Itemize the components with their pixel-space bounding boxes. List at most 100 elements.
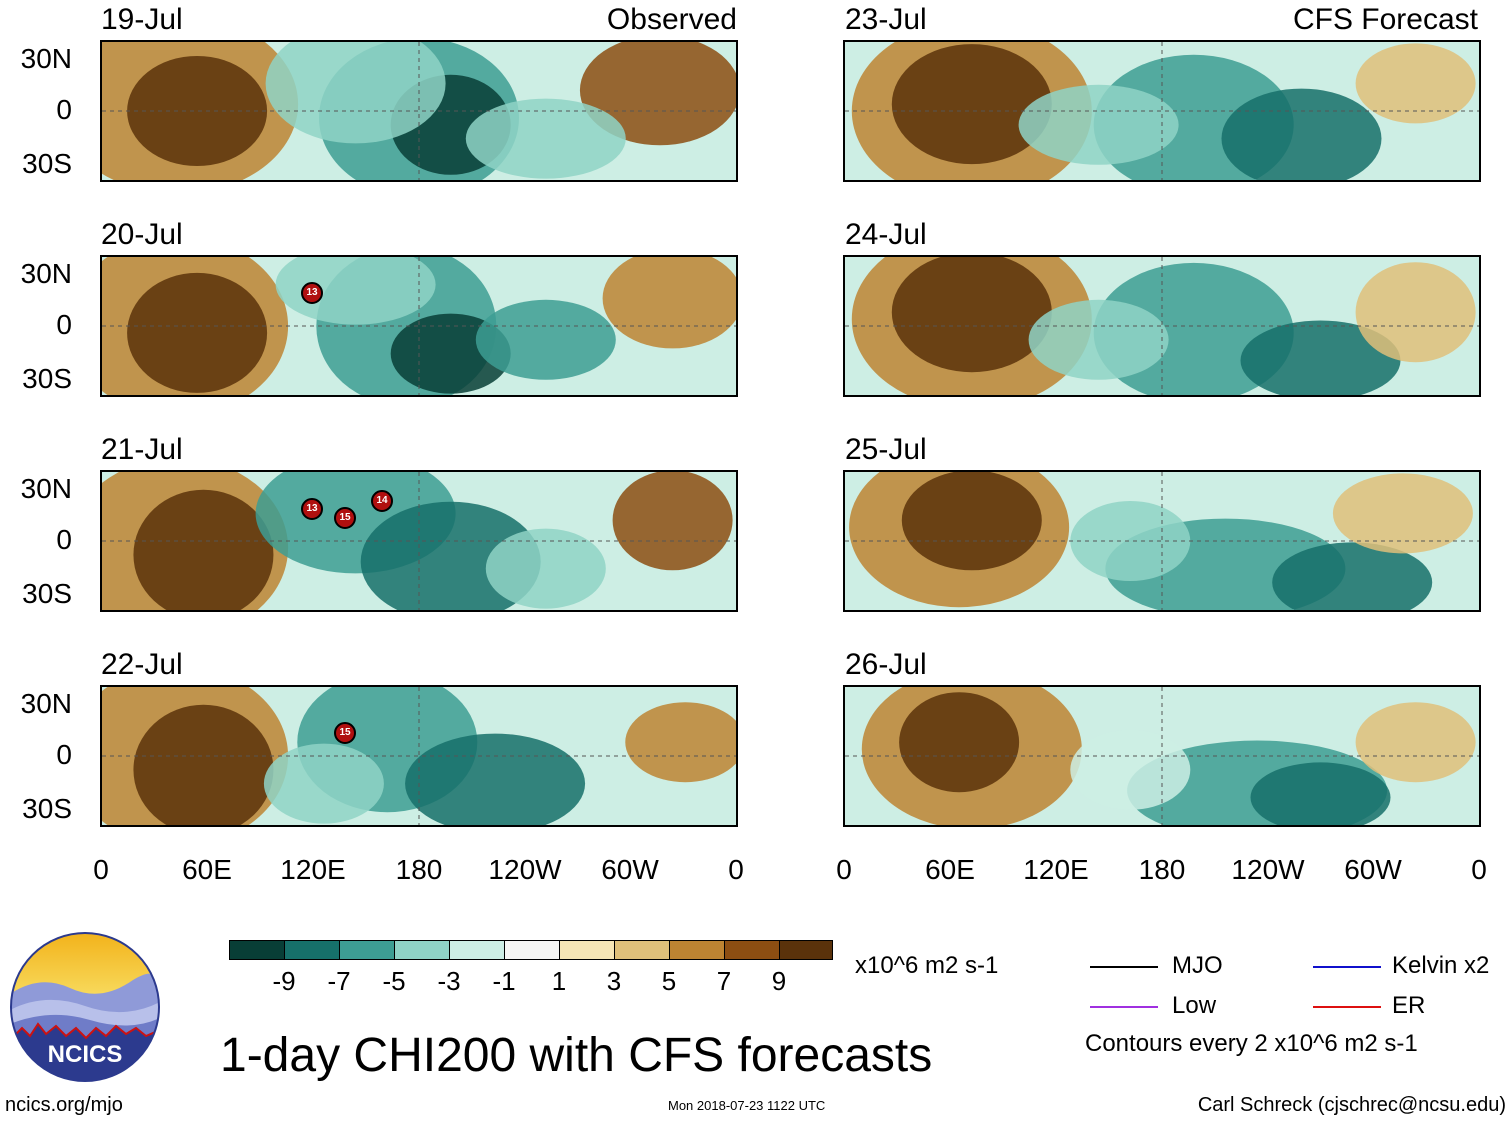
colorbar-swatch <box>284 940 340 960</box>
map-panel-fc-26jul <box>843 685 1481 827</box>
legend-label-kelvin: Kelvin x2 <box>1392 952 1490 979</box>
lon-label-right-5: 60W <box>1344 854 1402 885</box>
colorbar-swatch <box>724 940 780 960</box>
anomaly-blob <box>1355 702 1476 783</box>
ncics-logo-graphic: NCICS <box>10 932 160 1082</box>
map-panel-obs-21jul <box>100 470 738 612</box>
anomaly-blob <box>127 272 268 393</box>
footer-author: Carl Schreck (cjschrec@ncsu.edu) <box>1197 1094 1506 1116</box>
panel-date-fc-2: 24-Jul <box>845 218 927 251</box>
map-panel-obs-20jul <box>100 255 738 397</box>
map-panel-fc-24jul <box>843 255 1481 397</box>
storm-marker: 14 <box>371 490 393 512</box>
anomaly-blob <box>405 733 586 825</box>
storm-marker: 13 <box>301 498 323 520</box>
colorbar-units: x10^6 m2 s-1 <box>855 952 999 979</box>
anomaly-blob <box>1332 473 1473 554</box>
anomaly-blob <box>579 42 736 146</box>
legend-label-mjo: MJO <box>1172 952 1223 979</box>
anomaly-blob <box>263 743 384 824</box>
colorbar-label: 1 <box>551 966 567 996</box>
panel-date-fc-4: 26-Jul <box>845 648 927 681</box>
observed-header: Observed <box>606 3 737 36</box>
colorbar-swatch <box>229 940 285 960</box>
lat-30n-r2: 30N <box>20 258 72 289</box>
anomaly-blob <box>475 299 616 380</box>
lon-label-right-0: 0 <box>836 854 852 885</box>
colorbar-swatch <box>614 940 670 960</box>
panel-date-obs-1: 19-Jul <box>101 3 183 36</box>
lat-eq-r1: 0 <box>56 94 72 125</box>
colorbar-swatch <box>669 940 725 960</box>
anomaly-blob <box>1028 299 1169 380</box>
map-field-graphic <box>102 42 736 180</box>
map-field-graphic <box>845 42 1479 180</box>
panel-date-fc-3: 25-Jul <box>845 433 927 466</box>
lat-30s-r1: 30S <box>22 148 72 179</box>
lat-30n-r1: 30N <box>20 43 72 74</box>
legend-line-er <box>1313 1006 1381 1008</box>
lon-label-right-1: 60E <box>925 854 975 885</box>
lat-eq-r3: 0 <box>56 524 72 555</box>
lat-eq-r2: 0 <box>56 309 72 340</box>
colorbar-label: 5 <box>661 966 677 996</box>
map-panel-fc-25jul <box>843 470 1481 612</box>
lon-label-left-5: 60W <box>601 854 659 885</box>
storm-marker: 15 <box>334 507 356 529</box>
colorbar-label: -7 <box>327 966 351 996</box>
anomaly-blob <box>485 528 606 609</box>
anomaly-blob <box>1070 501 1191 581</box>
logo-text: NCICS <box>48 1041 123 1068</box>
anomaly-blob <box>1355 262 1476 363</box>
panel-date-obs-2: 20-Jul <box>101 218 183 251</box>
anomaly-blob <box>265 42 446 144</box>
lat-30s-r3: 30S <box>22 578 72 609</box>
lat-30s-r4: 30S <box>22 793 72 824</box>
panel-date-obs-3: 21-Jul <box>101 433 183 466</box>
anomaly-blob <box>127 56 268 166</box>
map-field-graphic <box>845 257 1479 395</box>
legend-label-low: Low <box>1172 992 1217 1019</box>
lon-label-right-2: 120E <box>1023 854 1089 885</box>
lon-label-left-0: 0 <box>93 854 109 885</box>
forecast-header: CFS Forecast <box>1292 3 1478 36</box>
lat-30n-r4: 30N <box>20 688 72 719</box>
storm-marker: 15 <box>334 722 356 744</box>
panel-date-obs-4: 22-Jul <box>101 648 183 681</box>
ncics-logo: NCICS <box>10 932 160 1082</box>
lon-label-left-6: 0 <box>728 854 744 885</box>
anomaly-blob <box>899 692 1020 793</box>
anomaly-blob <box>1240 320 1401 395</box>
colorbar-swatch <box>779 940 833 960</box>
lat-eq-r4: 0 <box>56 739 72 770</box>
colorbar-label: -3 <box>437 966 461 996</box>
colorbar-swatch <box>339 940 395 960</box>
lat-30n-r3: 30N <box>20 473 72 504</box>
footer-url: ncics.org/mjo <box>5 1094 123 1116</box>
lon-label-right-4: 120W <box>1231 854 1305 885</box>
lon-label-right-3: 180 <box>1138 854 1186 885</box>
legend-label-er: ER <box>1392 992 1426 1019</box>
colorbar-swatch <box>449 940 505 960</box>
lon-label-left-2: 120E <box>280 854 346 885</box>
anomaly-blob <box>1355 43 1476 124</box>
lat-30s-r2: 30S <box>22 363 72 394</box>
legend-line-mjo <box>1090 966 1158 968</box>
figure-title: 1-day CHI200 with CFS forecasts <box>220 1029 933 1082</box>
colorbar-swatch <box>504 940 560 960</box>
colorbar-label: 3 <box>606 966 622 996</box>
map-field-graphic <box>102 687 736 825</box>
footer-timestamp: Mon 2018-07-23 1122 UTC <box>668 1098 826 1113</box>
legend-line-kelvin <box>1313 966 1381 968</box>
colorbar-swatch <box>394 940 450 960</box>
anomaly-blob <box>612 472 733 571</box>
map-field-graphic <box>102 472 736 610</box>
anomaly-blob <box>1272 542 1433 610</box>
map-field-graphic <box>102 257 736 395</box>
colorbar-swatch <box>559 940 615 960</box>
lon-label-left-1: 60E <box>182 854 232 885</box>
colorbar-label: 7 <box>716 966 732 996</box>
map-field-graphic <box>845 472 1479 610</box>
map-panel-obs-22jul <box>100 685 738 827</box>
lon-label-right-6: 0 <box>1471 854 1487 885</box>
